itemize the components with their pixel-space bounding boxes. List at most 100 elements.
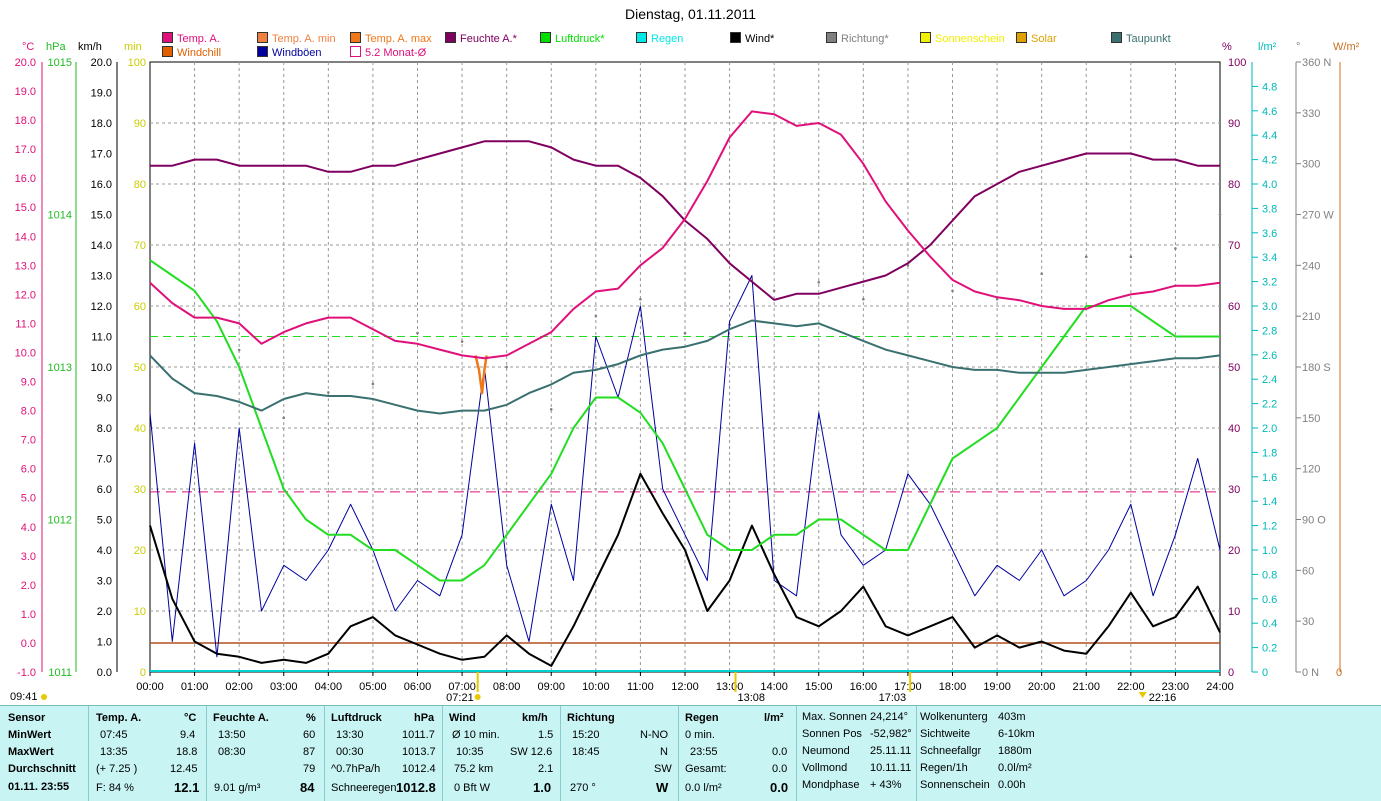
x-tick-label: 01:00 bbox=[181, 681, 209, 693]
sun-tick-label: 100 bbox=[128, 57, 146, 69]
temp-max-val: 18.8 bbox=[176, 746, 198, 758]
wind-tick-label: 1.0 bbox=[97, 637, 112, 649]
astro-value: 24,214° bbox=[870, 711, 909, 723]
temp-tick-label: 2.0 bbox=[21, 580, 36, 592]
legend-swatch bbox=[257, 32, 268, 43]
misc-value: 0.0l/m² bbox=[998, 762, 1032, 774]
x-tick-label: 09:00 bbox=[537, 681, 565, 693]
hdr-dir: Richtung bbox=[567, 712, 615, 724]
rain-r4-label: 0.0 l/m² bbox=[685, 782, 722, 794]
legend-swatch bbox=[162, 46, 173, 57]
x-tick-label: 15:00 bbox=[805, 681, 833, 693]
axis-unit-temp: °C bbox=[22, 41, 34, 53]
direction-point bbox=[505, 365, 508, 369]
press-tick-label: 1014 bbox=[48, 210, 72, 222]
sun-tick-label: 20 bbox=[134, 545, 146, 557]
astro-value: + 43% bbox=[870, 779, 902, 791]
legend-swatch bbox=[1016, 32, 1027, 43]
temp-min-time: 07:45 bbox=[100, 729, 128, 741]
summary-panel: Sensor MinWert MaxWert Durchschnitt 01.1… bbox=[0, 705, 1381, 801]
axis-unit-sun: min bbox=[124, 41, 142, 53]
temp-tick-label: 1.0 bbox=[21, 609, 36, 621]
astro-label: Max. Sonnen bbox=[802, 711, 867, 723]
x-tick-label: 06:00 bbox=[404, 681, 432, 693]
x-tick-label: 23:00 bbox=[1162, 681, 1190, 693]
x-tick-label: 14:00 bbox=[760, 681, 788, 693]
rain-tick-label: 3.4 bbox=[1262, 252, 1277, 264]
sun-tick-label: 40 bbox=[134, 423, 146, 435]
humidity-series-line bbox=[150, 140, 1220, 301]
legend-entry: Richtung* bbox=[826, 32, 889, 45]
hum-tick-label: 50 bbox=[1228, 362, 1240, 374]
x-tick-label: 02:00 bbox=[225, 681, 253, 693]
direction-point bbox=[282, 416, 286, 420]
legend-label: Taupunkt bbox=[1126, 33, 1171, 45]
wind-tick-label: 8.0 bbox=[97, 423, 112, 435]
x-tick-label: 05:00 bbox=[359, 681, 387, 693]
rain-tick-label: 2.6 bbox=[1262, 350, 1277, 362]
hdr-press-unit: hPa bbox=[414, 712, 435, 724]
axis-unit-solar: W/m² bbox=[1333, 41, 1360, 53]
hum-tick-label: 30 bbox=[1228, 484, 1240, 496]
rain-tick-label: 0.4 bbox=[1262, 618, 1277, 630]
x-tick-label: 07:00 bbox=[448, 681, 476, 693]
temp-tick-label: 15.0 bbox=[15, 202, 36, 214]
dir-tick-label: 90 O bbox=[1302, 515, 1326, 527]
rain-tick-label: 0.2 bbox=[1262, 643, 1277, 655]
wind-tick-label: 0.0 bbox=[97, 667, 112, 679]
legend-entry: Luftdruck* bbox=[540, 32, 605, 45]
hdr-sensor: Sensor bbox=[8, 712, 46, 724]
wind-tick-label: 20.0 bbox=[91, 57, 112, 69]
legend-swatch bbox=[1111, 32, 1122, 43]
rain-tick-label: 3.2 bbox=[1262, 277, 1277, 289]
rain-r2-val: 0.0 bbox=[772, 746, 788, 758]
rain-tick-label: 2.0 bbox=[1262, 423, 1277, 435]
legend-swatch bbox=[540, 32, 551, 43]
wind-series-line bbox=[149, 472, 1221, 667]
axis-unit-wind: km/h bbox=[78, 41, 102, 53]
dir-r1-val: N-NO bbox=[640, 729, 669, 741]
dir-tick-label: 120 bbox=[1302, 464, 1320, 476]
hum-tick-label: 0 bbox=[1228, 667, 1234, 679]
dir-tick-label: 0 N bbox=[1302, 667, 1319, 679]
astro-value: 25.11.11 bbox=[870, 745, 912, 757]
dir-tick-label: 180 S bbox=[1302, 362, 1331, 374]
temp-tick-label: 9.0 bbox=[21, 377, 36, 389]
legend-entry: Feuchte A.* bbox=[445, 32, 517, 45]
direction-point bbox=[1084, 255, 1088, 259]
temp-tick-label: 6.0 bbox=[21, 464, 36, 476]
left-time-label: 09:41 bbox=[10, 691, 38, 703]
wind-r1-val: 1.5 bbox=[538, 729, 554, 741]
solar-tick-label: 0 bbox=[1336, 667, 1342, 679]
chart-title: Dienstag, 01.11.2011 bbox=[624, 6, 757, 22]
hdr-rain-unit: l/m² bbox=[764, 712, 784, 724]
direction-point bbox=[1129, 255, 1133, 259]
hum-min-val: 60 bbox=[303, 729, 316, 741]
legend-entry: Taupunkt bbox=[1111, 32, 1171, 45]
x-tick-label: 19:00 bbox=[983, 681, 1011, 693]
legend-entry: 5.2 Monat-Ø bbox=[350, 46, 426, 59]
rain-r2-label: 23:55 bbox=[690, 746, 718, 758]
rain-tick-label: 1.6 bbox=[1262, 472, 1277, 484]
sunrise-label: 07:21 bbox=[446, 692, 474, 704]
temp-tick-label: 10.0 bbox=[15, 347, 36, 359]
temp-avg-val: 12.45 bbox=[170, 763, 198, 775]
moon-label: 22:16 bbox=[1149, 692, 1177, 704]
astro-label: Neumond bbox=[802, 745, 850, 757]
direction-point bbox=[862, 297, 865, 301]
dir-r1-time: 15:20 bbox=[572, 729, 600, 741]
temp-tick-label: 18.0 bbox=[15, 115, 36, 127]
x-tick-label: 03:00 bbox=[270, 681, 298, 693]
press-min-val: 1011.7 bbox=[402, 729, 435, 741]
axis-unit-dir: ° bbox=[1296, 41, 1300, 53]
hdr-rain: Regen bbox=[685, 712, 719, 724]
legend-entry: Temp. A. bbox=[162, 32, 220, 45]
windchill-series-line bbox=[474, 355, 488, 395]
rain-tick-label: 4.8 bbox=[1262, 81, 1277, 93]
x-tick-label: 17:00 bbox=[894, 681, 922, 693]
wind-r4-label: 0 Bft W bbox=[454, 782, 491, 794]
wind-tick-label: 13.0 bbox=[91, 271, 112, 283]
temp-tick-label: 11.0 bbox=[15, 318, 36, 330]
sunrise-icon bbox=[474, 694, 481, 700]
rain-tick-label: 2.8 bbox=[1262, 325, 1277, 337]
